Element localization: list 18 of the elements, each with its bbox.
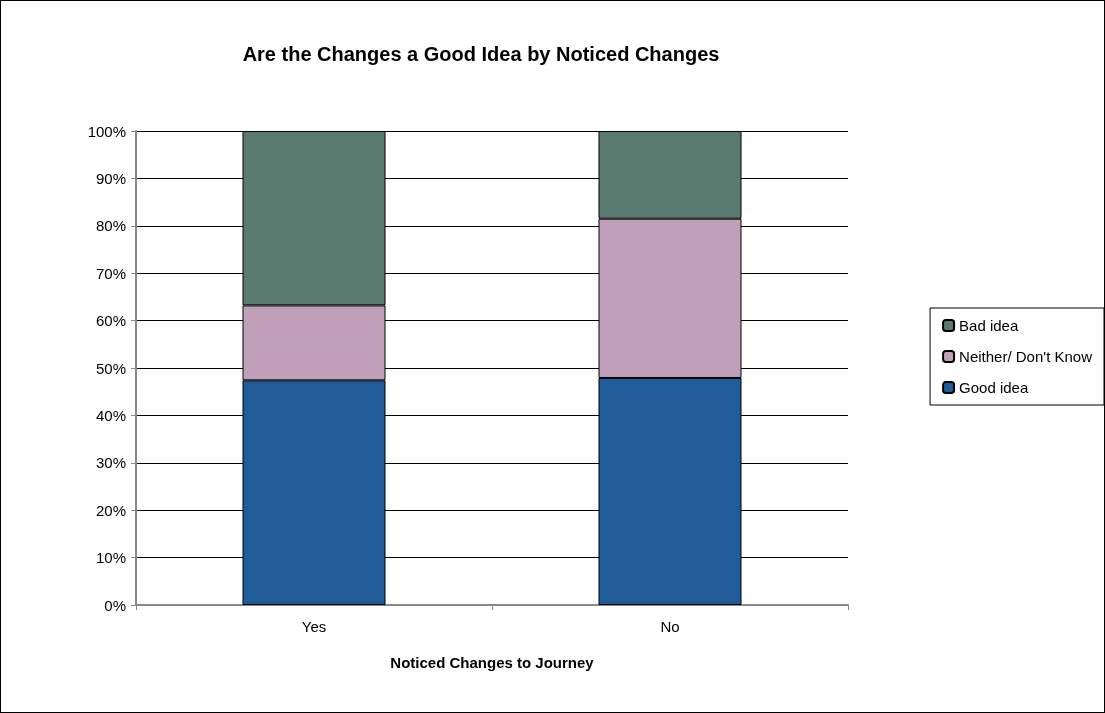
x-axis-title: Noticed Changes to Journey: [390, 654, 595, 671]
x-tick-label: No: [660, 618, 680, 635]
legend-label: Bad idea: [959, 317, 1019, 334]
y-tick-label: 60%: [95, 312, 126, 330]
y-tick-label: 100%: [87, 122, 126, 140]
chart-title: Are the Changes a Good Idea by Noticed Changes: [242, 43, 720, 65]
legend-label: Good idea: [959, 379, 1029, 396]
y-tick-label: 10%: [95, 549, 126, 567]
y-tick-label: 0%: [104, 596, 126, 614]
y-tick-label: 80%: [95, 217, 126, 235]
y-tick-label: 30%: [95, 454, 126, 472]
y-tick-label: 50%: [95, 359, 126, 377]
y-tick-label: 70%: [95, 264, 126, 282]
y-tick-label: 40%: [95, 406, 126, 424]
y-tick-label: 20%: [95, 501, 126, 519]
x-tick-label: Yes: [301, 618, 327, 635]
legend-label: Neither/ Don't Know: [959, 348, 1093, 365]
y-tick-label: 90%: [95, 169, 126, 187]
